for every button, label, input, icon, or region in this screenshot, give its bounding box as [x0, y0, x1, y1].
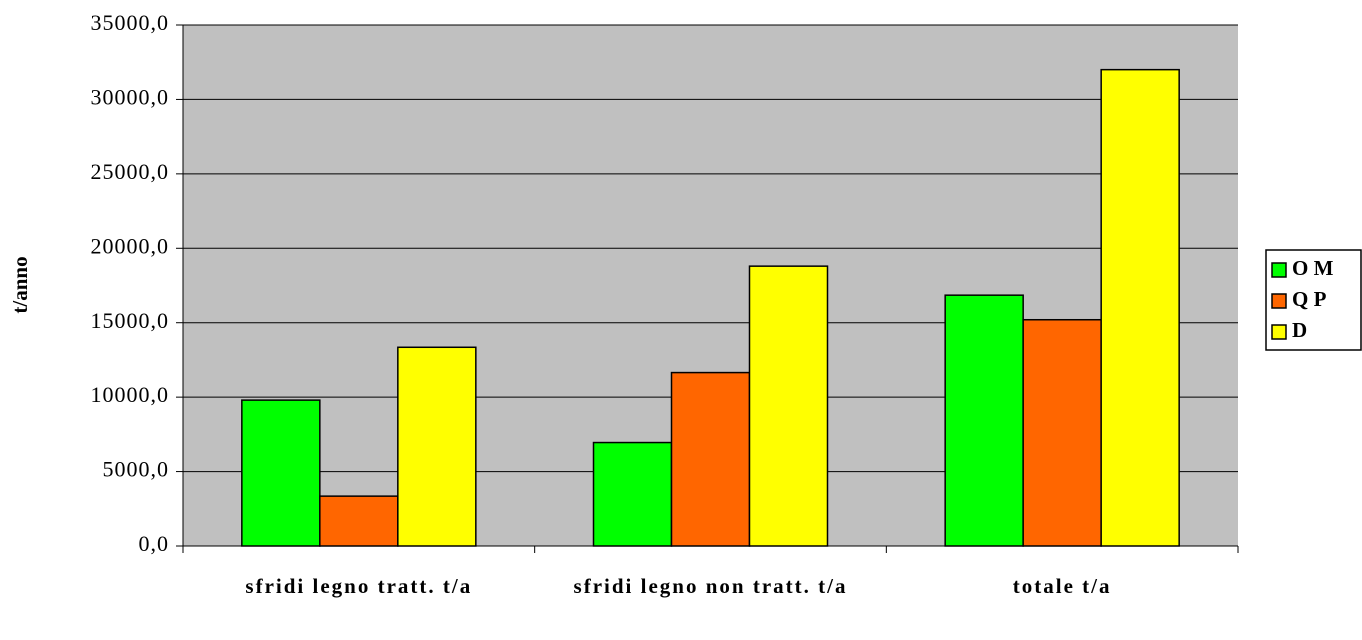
y-tick-label: 15000,0 — [91, 308, 170, 333]
x-tick-label: sfridi legno non tratt. t/a — [573, 574, 848, 598]
y-tick-label: 10000,0 — [91, 382, 170, 407]
bar — [1022, 318, 1102, 547]
y-tick-label: 0,0 — [139, 531, 170, 556]
legend-swatch — [1271, 293, 1287, 309]
bar — [397, 346, 477, 547]
legend-swatch — [1271, 324, 1287, 340]
bar — [748, 265, 829, 547]
y-tick-label: 5000,0 — [103, 457, 170, 482]
y-tick-label: 25000,0 — [91, 159, 170, 184]
bar — [944, 294, 1024, 547]
legend-label: Q P — [1292, 287, 1327, 311]
bar — [670, 371, 751, 547]
y-axis-label: t/anno — [8, 256, 32, 313]
x-tick-label: totale t/a — [1012, 574, 1112, 598]
x-tick-label: sfridi legno tratt. t/a — [245, 574, 473, 598]
bar — [592, 441, 673, 547]
legend-label: O M — [1292, 256, 1334, 280]
bar — [1100, 68, 1180, 547]
y-tick-label: 30000,0 — [91, 84, 170, 109]
y-tick-label: 35000,0 — [91, 10, 170, 35]
legend-swatch — [1271, 262, 1287, 278]
bar — [241, 399, 321, 547]
bar — [319, 495, 399, 547]
y-tick-label: 20000,0 — [91, 233, 170, 258]
legend-label: D — [1292, 318, 1307, 342]
